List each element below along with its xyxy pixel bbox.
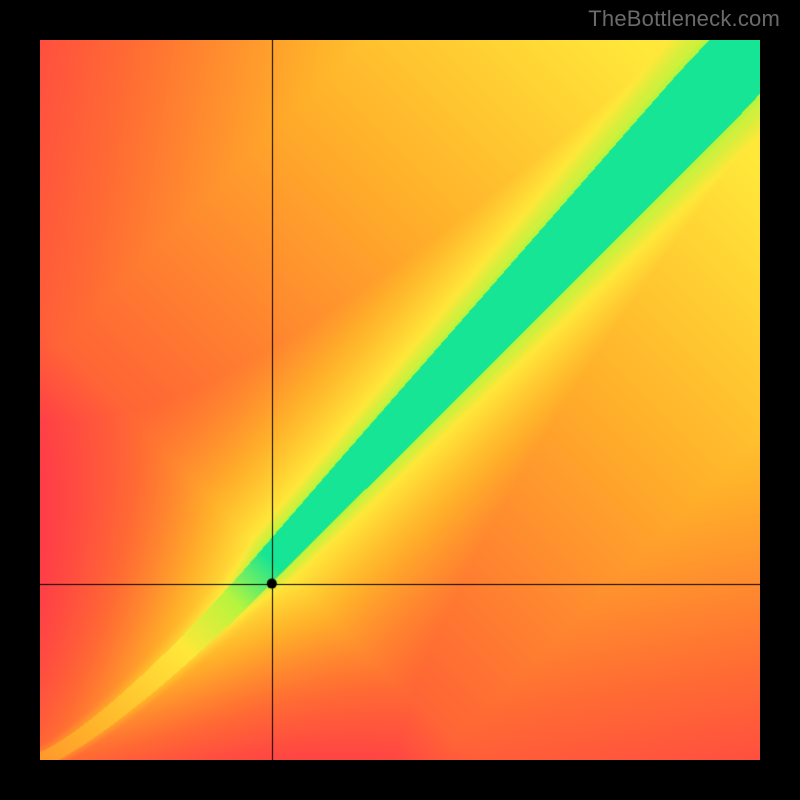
plot-area (40, 40, 760, 760)
watermark-text: TheBottleneck.com (588, 6, 780, 32)
heatmap-canvas (40, 40, 760, 760)
frame: TheBottleneck.com (0, 0, 800, 800)
